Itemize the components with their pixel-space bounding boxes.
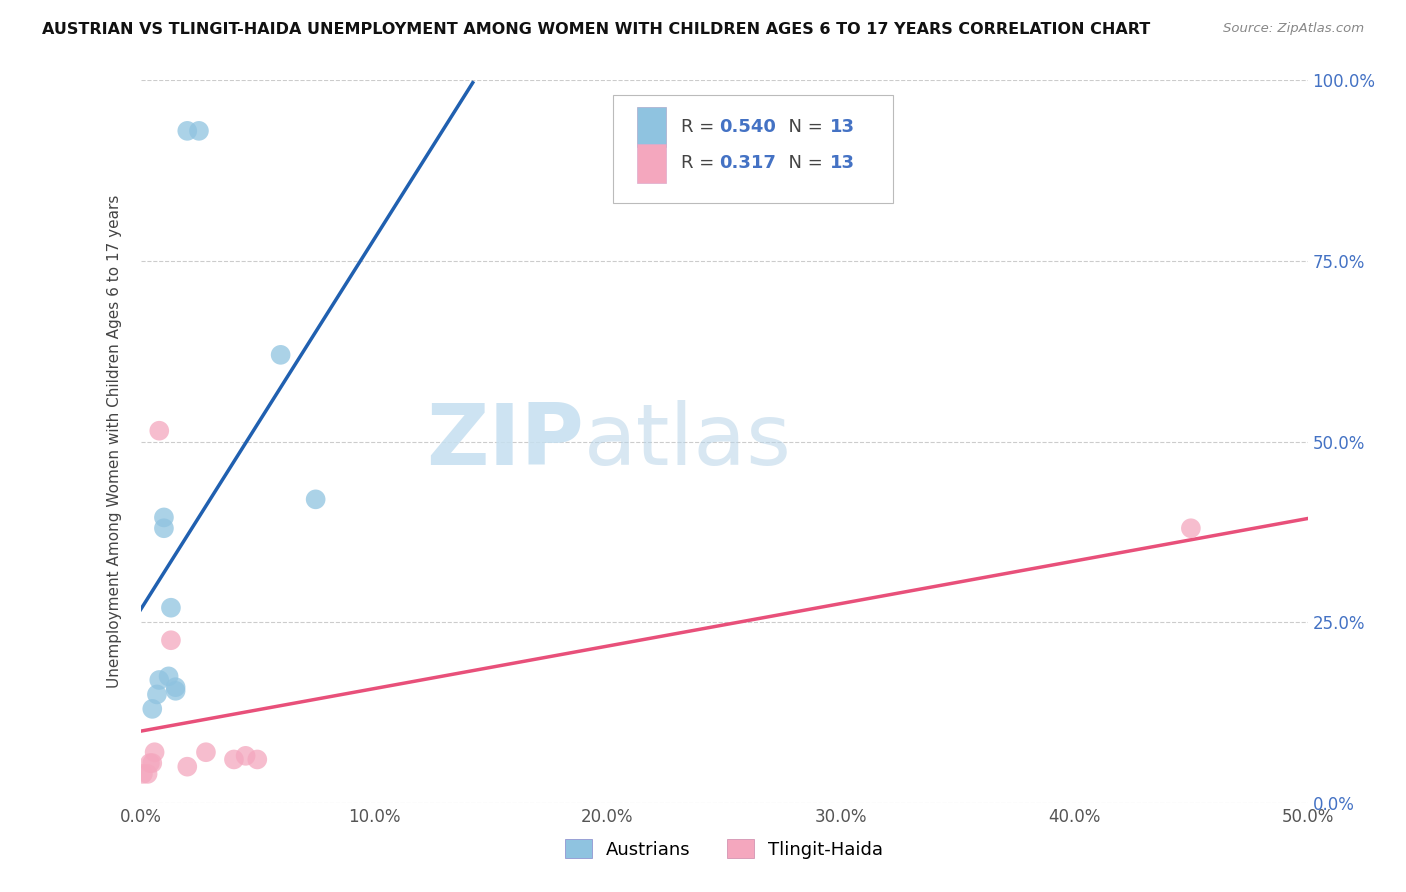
Point xyxy=(176,124,198,138)
Text: R =: R = xyxy=(681,119,720,136)
FancyBboxPatch shape xyxy=(613,95,893,203)
Text: 0.317: 0.317 xyxy=(720,154,776,172)
Point xyxy=(141,702,163,716)
Text: atlas: atlas xyxy=(583,400,792,483)
Point xyxy=(1180,521,1202,535)
FancyBboxPatch shape xyxy=(637,144,666,183)
Legend: Austrians, Tlingit-Haida: Austrians, Tlingit-Haida xyxy=(557,832,891,866)
Point xyxy=(305,492,328,507)
Point xyxy=(139,756,162,770)
Point xyxy=(143,745,166,759)
Point xyxy=(194,745,217,759)
Text: ZIP: ZIP xyxy=(426,400,583,483)
Point xyxy=(153,521,176,535)
Y-axis label: Unemployment Among Women with Children Ages 6 to 17 years: Unemployment Among Women with Children A… xyxy=(107,194,122,689)
Point xyxy=(246,752,269,766)
Point xyxy=(157,669,180,683)
Point xyxy=(176,760,198,774)
Point xyxy=(148,673,170,687)
Point xyxy=(270,348,292,362)
Text: 13: 13 xyxy=(831,119,855,136)
Point xyxy=(148,424,170,438)
Point xyxy=(146,687,169,701)
Text: 0.540: 0.540 xyxy=(720,119,776,136)
Point xyxy=(160,633,183,648)
Text: AUSTRIAN VS TLINGIT-HAIDA UNEMPLOYMENT AMONG WOMEN WITH CHILDREN AGES 6 TO 17 YE: AUSTRIAN VS TLINGIT-HAIDA UNEMPLOYMENT A… xyxy=(42,22,1150,37)
Point xyxy=(153,510,176,524)
Point xyxy=(141,756,163,770)
Point xyxy=(165,680,187,694)
Point xyxy=(136,767,159,781)
Point xyxy=(188,124,211,138)
Point xyxy=(235,748,257,763)
Point xyxy=(160,600,183,615)
Point xyxy=(132,767,155,781)
Point xyxy=(165,683,187,698)
Text: Source: ZipAtlas.com: Source: ZipAtlas.com xyxy=(1223,22,1364,36)
Point xyxy=(222,752,245,766)
Text: R =: R = xyxy=(681,154,725,172)
Text: 13: 13 xyxy=(831,154,855,172)
Text: N =: N = xyxy=(776,119,828,136)
Text: N =: N = xyxy=(776,154,828,172)
FancyBboxPatch shape xyxy=(637,107,666,147)
